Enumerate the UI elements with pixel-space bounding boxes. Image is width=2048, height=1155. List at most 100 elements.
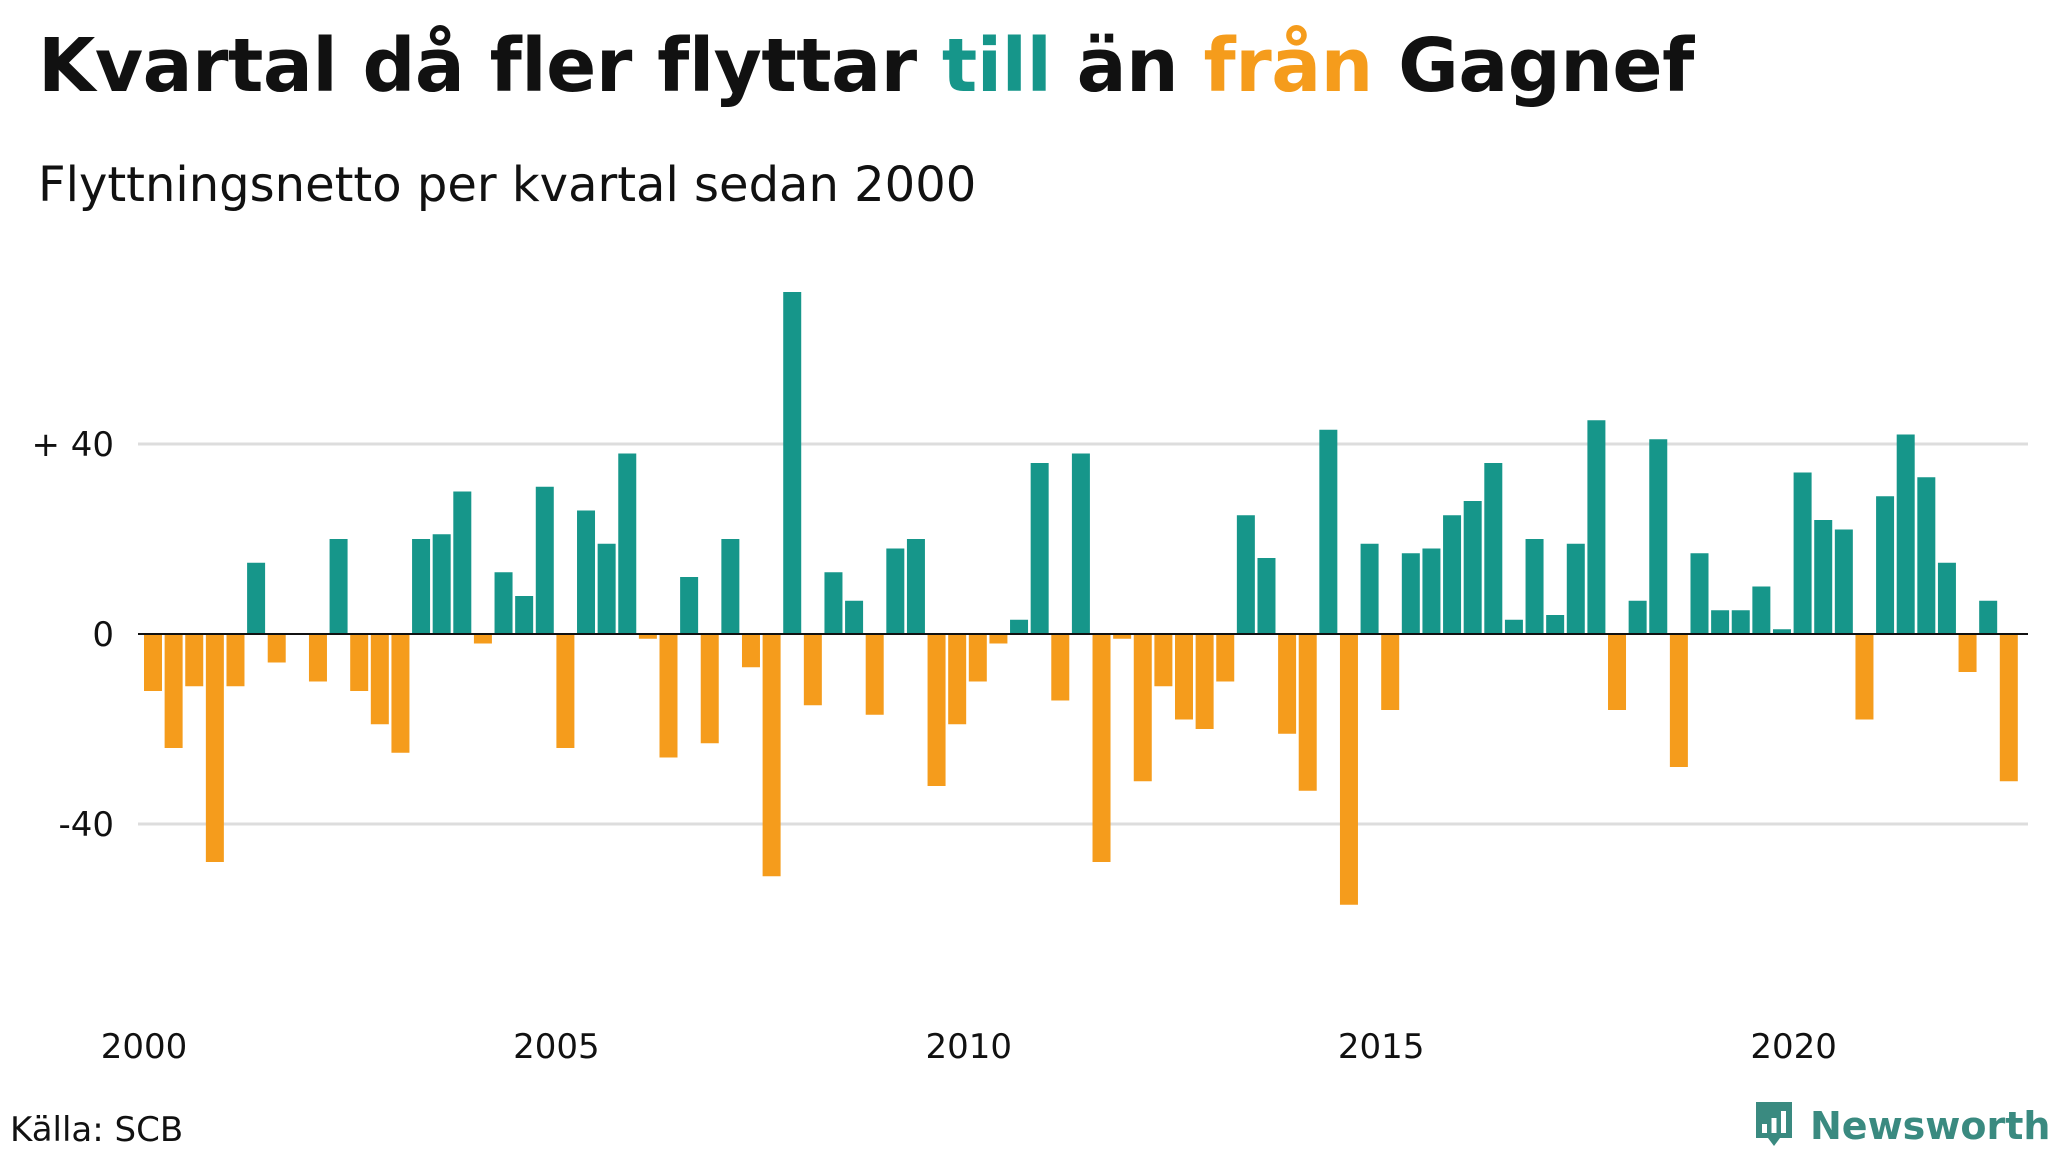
bar-2002K3[interactable]: [350, 634, 369, 691]
bar-2018K2[interactable]: [1649, 439, 1668, 634]
bar-2020K4[interactable]: [1855, 634, 1874, 720]
x-tick-label: 2020: [1750, 1027, 1837, 1067]
bar-2007K1[interactable]: [721, 539, 740, 634]
bar-2015K3[interactable]: [1422, 548, 1441, 635]
bar-2007K4[interactable]: [783, 292, 802, 634]
bar-2004K3[interactable]: [515, 596, 534, 634]
bar-2014K4[interactable]: [1360, 543, 1379, 634]
bar-2006K3[interactable]: [680, 577, 699, 634]
bar-2019K3[interactable]: [1752, 586, 1771, 635]
bar-2011K2[interactable]: [1071, 453, 1090, 635]
bar-2004K4[interactable]: [535, 486, 554, 634]
bar-2007K2[interactable]: [741, 634, 760, 668]
bar-2020K1[interactable]: [1793, 472, 1812, 635]
bar-2021K1[interactable]: [1876, 496, 1895, 634]
bar-2020K2[interactable]: [1814, 520, 1833, 634]
bar-2015K2[interactable]: [1401, 553, 1420, 634]
bar-2011K1[interactable]: [1051, 634, 1070, 701]
bars: [144, 292, 2018, 905]
bar-2020K3[interactable]: [1834, 529, 1853, 635]
bar-2001K1[interactable]: [226, 634, 245, 687]
x-tick-label: 2010: [926, 1027, 1013, 1067]
bar-2004K2[interactable]: [494, 572, 513, 634]
bar-2002K2[interactable]: [329, 539, 348, 634]
y-axis-labels: + 40 0 -40: [31, 425, 114, 845]
bar-2022K2[interactable]: [1979, 600, 1998, 634]
bar-2005K1[interactable]: [556, 634, 575, 748]
bar-2010K4[interactable]: [1030, 463, 1049, 634]
bar-2009K2[interactable]: [906, 539, 925, 634]
bar-2009K1[interactable]: [886, 548, 905, 635]
bar-2015K1[interactable]: [1381, 634, 1400, 710]
bar-2013K3[interactable]: [1257, 558, 1276, 634]
bar-2002K1[interactable]: [308, 634, 327, 682]
title-word-fran: från: [1203, 23, 1374, 109]
bar-2022K3[interactable]: [1999, 634, 2018, 782]
bar-2008K4[interactable]: [865, 634, 884, 715]
bar-2017K1[interactable]: [1546, 615, 1565, 634]
bar-2014K1[interactable]: [1298, 634, 1317, 791]
x-axis-labels: 2000 2005 2010 2015 2020: [101, 1027, 1837, 1067]
bar-2014K3[interactable]: [1339, 634, 1358, 905]
bar-2012K1[interactable]: [1133, 634, 1152, 782]
bar-2012K2[interactable]: [1154, 634, 1173, 687]
bar-2017K4[interactable]: [1608, 634, 1627, 710]
bar-2009K4[interactable]: [948, 634, 967, 725]
bar-2022K1[interactable]: [1958, 634, 1977, 672]
bar-2005K4[interactable]: [618, 453, 637, 635]
bar-2011K3[interactable]: [1092, 634, 1111, 862]
bar-2014K2[interactable]: [1319, 429, 1338, 634]
bar-2021K4[interactable]: [1937, 562, 1956, 634]
bar-2008K3[interactable]: [845, 600, 864, 634]
bar-2018K1[interactable]: [1628, 600, 1647, 634]
bar-2012K4[interactable]: [1195, 634, 1214, 729]
bar-2006K1[interactable]: [638, 634, 657, 639]
bar-2000K2[interactable]: [164, 634, 183, 748]
bar-2016K3[interactable]: [1504, 619, 1523, 634]
bar-2003K4[interactable]: [453, 491, 472, 635]
y-tick-label: -40: [58, 805, 114, 845]
bar-2015K4[interactable]: [1443, 515, 1462, 634]
bar-2007K3[interactable]: [762, 634, 781, 877]
chart-title: Kvartal då fler flyttar till än från Gag…: [38, 16, 1694, 116]
bar-2005K3[interactable]: [597, 543, 616, 634]
bar-2016K2[interactable]: [1484, 463, 1503, 634]
bar-2019K1[interactable]: [1711, 610, 1730, 634]
bar-2000K3[interactable]: [185, 634, 204, 687]
bar-2019K4[interactable]: [1772, 629, 1791, 634]
bar-2010K2[interactable]: [989, 634, 1008, 644]
bar-2006K4[interactable]: [700, 634, 719, 744]
bar-2017K3[interactable]: [1587, 420, 1606, 634]
bar-2018K4[interactable]: [1690, 553, 1709, 634]
chart-subtitle: Flyttningsnetto per kvartal sedan 2000: [38, 157, 977, 213]
bar-2000K4[interactable]: [205, 634, 224, 862]
bar-2013K4[interactable]: [1278, 634, 1297, 734]
bar-2013K1[interactable]: [1216, 634, 1235, 682]
bar-2016K1[interactable]: [1463, 501, 1482, 634]
bar-2005K2[interactable]: [577, 510, 596, 635]
bar-2021K3[interactable]: [1917, 477, 1936, 634]
bar-2008K2[interactable]: [824, 572, 843, 634]
bar-2001K3[interactable]: [267, 634, 286, 663]
bar-2009K3[interactable]: [927, 634, 946, 786]
bar-2011K4[interactable]: [1113, 634, 1132, 639]
bar-2001K2[interactable]: [247, 562, 266, 634]
bar-2013K2[interactable]: [1236, 515, 1255, 634]
bar-2018K3[interactable]: [1669, 634, 1688, 767]
bar-2003K1[interactable]: [391, 634, 410, 753]
bar-2002K4[interactable]: [370, 634, 389, 725]
brand-logo[interactable]: Newsworthy: [1752, 1098, 2048, 1154]
bar-2000K1[interactable]: [144, 634, 162, 691]
bar-2010K1[interactable]: [968, 634, 987, 682]
bar-2021K2[interactable]: [1896, 434, 1915, 635]
bar-2019K2[interactable]: [1731, 610, 1750, 634]
bar-2003K3[interactable]: [432, 534, 451, 634]
bar-2008K1[interactable]: [803, 634, 822, 706]
bar-2010K3[interactable]: [1010, 619, 1029, 634]
bar-2016K4[interactable]: [1525, 539, 1544, 634]
bar-2003K2[interactable]: [412, 539, 431, 634]
bar-2017K2[interactable]: [1566, 543, 1585, 634]
bar-2006K2[interactable]: [659, 634, 678, 758]
bar-2012K3[interactable]: [1175, 634, 1193, 720]
bar-2004K1[interactable]: [473, 634, 492, 644]
